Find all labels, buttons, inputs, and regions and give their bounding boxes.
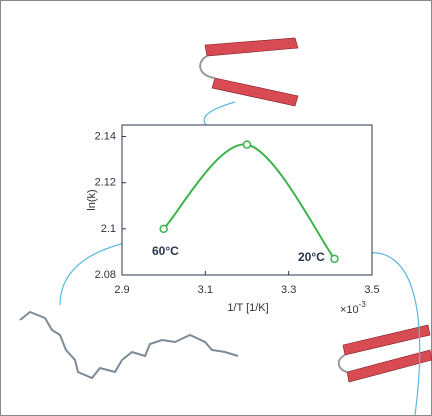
- x-tick-label: 3.5: [364, 284, 379, 296]
- scale-base: ×10: [340, 304, 359, 316]
- plot-frame: [121, 124, 373, 276]
- x-axis-label: 1/T [1/K]: [227, 302, 268, 314]
- data-point: [159, 224, 168, 234]
- scale-exp: -3: [359, 300, 367, 309]
- x-tick-label: 3.3: [281, 284, 296, 296]
- y-tick-label: 2.14: [95, 130, 116, 142]
- helix-hairpin-top: [199, 37, 299, 107]
- x-tick-label: 2.9: [114, 284, 129, 296]
- annotation: 60°C: [152, 244, 179, 258]
- y-tick-label: 2.12: [95, 177, 116, 189]
- data-point: [242, 140, 252, 149]
- unfolded-chain: [19, 310, 239, 380]
- y-tick-label: 2.08: [95, 269, 116, 281]
- y-axis-label: ln(k): [86, 189, 98, 210]
- x-scale-note: ×10-3: [340, 300, 366, 316]
- y-tick-label: 2.1: [101, 223, 116, 235]
- x-tick-label: 3.1: [198, 284, 213, 296]
- data-point: [330, 254, 339, 264]
- annotation: 20°C: [298, 250, 325, 264]
- plot: [121, 124, 373, 276]
- helix-hairpin-right: [337, 324, 432, 383]
